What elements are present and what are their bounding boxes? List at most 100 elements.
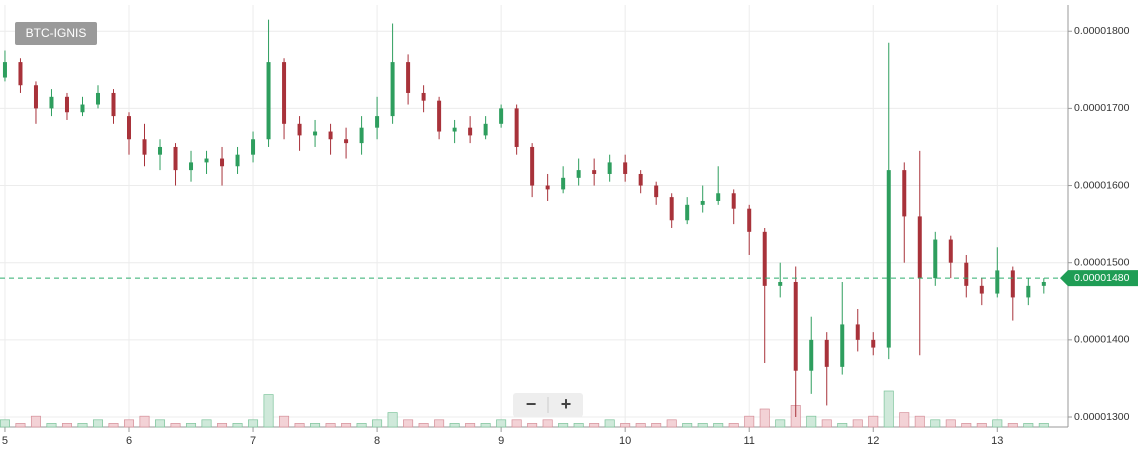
candle-body [406, 62, 411, 93]
volume-bar [744, 415, 755, 428]
symbol: BTC-IGNIS [26, 26, 87, 40]
volume-bar [992, 419, 1003, 428]
volume-bar [77, 423, 88, 428]
volume-bar [61, 423, 72, 428]
candle-body [809, 339, 814, 371]
candle-body [220, 158, 225, 167]
candle-body [545, 185, 550, 190]
volume-bar [124, 419, 135, 428]
candle-body [824, 339, 829, 367]
volume-bar [883, 390, 894, 428]
x-tick-label: 11 [744, 435, 755, 447]
volume-bar [294, 423, 305, 428]
volume-bar [217, 423, 228, 428]
volume-bar [728, 423, 739, 428]
candle-body [964, 262, 969, 286]
volume-bar [263, 394, 274, 428]
volume-bar [92, 419, 103, 428]
x-tick-label: 13 [991, 435, 1003, 447]
candle-body [421, 92, 426, 101]
volume-bar [15, 423, 26, 428]
volume-bar [30, 415, 41, 428]
volume-bar [930, 419, 941, 428]
candle-body [49, 96, 54, 109]
volume-bar [527, 423, 538, 428]
candle-body [452, 127, 457, 132]
volume-bar [139, 415, 150, 428]
volume-bar [759, 408, 770, 428]
candle-body [375, 116, 380, 128]
candle-body [297, 123, 302, 136]
candle-body [840, 324, 845, 367]
y-tick-label: 0.00001700 [1074, 102, 1130, 114]
candle-body [173, 146, 178, 171]
y-tick-label: 0.00001400 [1074, 334, 1130, 346]
volume-bar [325, 423, 336, 428]
volume-bar [945, 419, 956, 428]
x-tick-label: 7 [250, 435, 256, 447]
candle-body [530, 146, 535, 186]
candle-body [561, 177, 566, 190]
candle-body [995, 270, 1000, 294]
volume-bar [403, 419, 414, 428]
candle-body [979, 285, 984, 294]
volume-bar [449, 423, 460, 428]
volume-bar [821, 419, 832, 428]
volume-bar [186, 423, 197, 428]
candle-body [592, 170, 597, 174]
zoom-in-button[interactable]: + [561, 394, 572, 414]
candle-body [669, 197, 674, 221]
volume-bar [914, 415, 925, 428]
volume-bar [899, 412, 910, 428]
volume-bar [356, 423, 367, 428]
candle-body [282, 62, 287, 124]
volume-bar [697, 423, 708, 428]
volume-bar [434, 419, 445, 428]
y-tick-label: 0.00001800 [1074, 25, 1130, 37]
candle-body [235, 154, 240, 167]
volume-bar [1038, 423, 1049, 428]
candle-body [468, 127, 473, 136]
volume-bar [806, 415, 817, 428]
candle-body [731, 193, 736, 209]
candle-body [437, 100, 442, 132]
volume-bar [852, 419, 863, 428]
volume-bar [558, 423, 569, 428]
candle-body [948, 239, 953, 263]
candle-body [1010, 270, 1015, 298]
y-tick-label: 0.00001600 [1074, 179, 1130, 191]
candle-body [251, 139, 256, 155]
volume-bar [775, 419, 786, 428]
volume-bar [620, 423, 631, 428]
volume-bar [201, 419, 212, 428]
volume-bar [682, 423, 693, 428]
x-tick-label: 12 [867, 435, 879, 447]
volume-bar [372, 419, 383, 428]
volume-bar [341, 423, 352, 428]
candle-body [778, 281, 783, 286]
volume-bar [387, 412, 398, 428]
zoom-out-button[interactable]: − [526, 394, 537, 414]
candle-body [654, 185, 659, 198]
x-tick-label: 9 [498, 435, 504, 447]
candle-body [64, 96, 69, 113]
volume-bar [418, 423, 429, 428]
candle-body [158, 146, 163, 155]
candle-body [623, 162, 628, 174]
candle-body [80, 104, 85, 113]
candle-body [917, 216, 922, 279]
candle-body [111, 92, 116, 117]
volume-bar [666, 419, 677, 428]
candle-body [638, 173, 643, 186]
volume-bar [279, 415, 290, 428]
candle-body [871, 339, 876, 348]
volume-bar [0, 419, 10, 428]
volume-bar [837, 423, 848, 428]
candle-body [95, 92, 100, 105]
candle-body [189, 162, 194, 171]
candle-body [1026, 285, 1031, 298]
volume-bar [589, 423, 600, 428]
symbol-badge[interactable] [15, 22, 97, 45]
candle-body [127, 116, 132, 140]
volume-bar [635, 423, 646, 428]
